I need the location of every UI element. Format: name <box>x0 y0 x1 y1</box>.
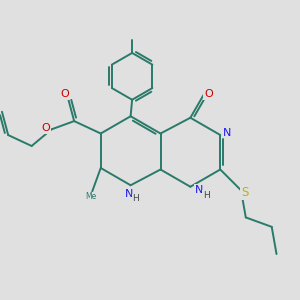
Text: O: O <box>204 89 213 99</box>
Text: N: N <box>223 128 231 138</box>
Text: Me: Me <box>85 192 96 201</box>
Text: O: O <box>42 123 50 133</box>
Text: H: H <box>203 191 210 200</box>
Text: N: N <box>125 189 133 199</box>
Text: H: H <box>132 194 139 203</box>
Text: S: S <box>241 186 248 199</box>
Text: O: O <box>60 89 69 99</box>
Text: N: N <box>195 185 204 195</box>
